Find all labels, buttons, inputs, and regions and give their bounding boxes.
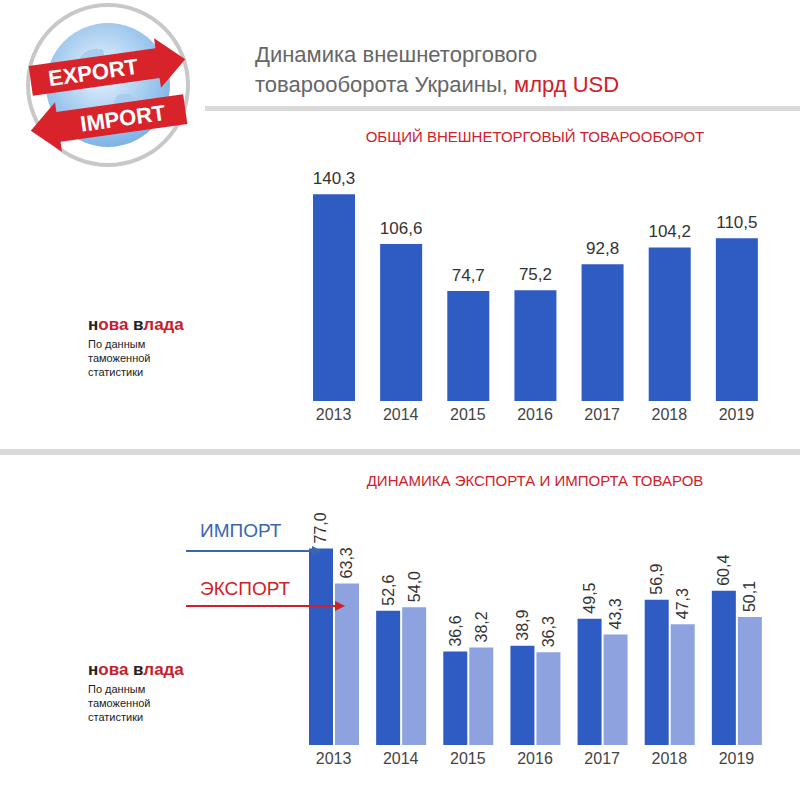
html-text:По данным таможенной статистик: По данным таможенной статистики (88, 683, 151, 723)
svg-text:74,7: 74,7 (452, 266, 485, 285)
html-text:н ова в лада: н ова в лада (88, 660, 184, 679)
svg-text:2014: 2014 (383, 406, 419, 423)
svg-text:54,0: 54,0 (406, 571, 423, 602)
svg-text:38,2: 38,2 (473, 611, 490, 642)
svg-text:56,9: 56,9 (648, 563, 665, 594)
svg-text:47,3: 47,3 (674, 588, 691, 619)
svg-text:49,5: 49,5 (581, 582, 598, 613)
svg-text:140,3: 140,3 (313, 169, 356, 188)
svg-text:60,4: 60,4 (715, 555, 732, 586)
svg-text:2013: 2013 (316, 750, 352, 767)
svg-text:2018: 2018 (651, 750, 687, 767)
html-text:ЭКСПОРТ: ЭКСПОРТ (200, 578, 291, 599)
svg-text:36,3: 36,3 (540, 616, 557, 647)
svg-text:106,6: 106,6 (380, 219, 423, 238)
html-text:ОБЩИЙ ВНЕШНЕТОРГОВЫЙ ТОВАРООБО: ОБЩИЙ ВНЕШНЕТОРГОВЫЙ ТОВАРООБОРОТ (365, 128, 705, 145)
svg-text:2016: 2016 (517, 750, 553, 767)
svg-text:2019: 2019 (719, 750, 755, 767)
svg-text:2019: 2019 (719, 406, 755, 423)
svg-text:104,2: 104,2 (648, 222, 691, 241)
svg-text:IMPORT: IMPORT (79, 100, 168, 137)
svg-text:92,8: 92,8 (586, 239, 619, 258)
svg-text:36,6: 36,6 (447, 615, 464, 646)
svg-text:EXPORT: EXPORT (47, 54, 141, 91)
svg-text:2015: 2015 (450, 406, 486, 423)
svg-text:38,9: 38,9 (514, 609, 531, 640)
html-text:н ова в лада: н ова в лада (88, 315, 184, 334)
svg-text:2017: 2017 (584, 750, 620, 767)
html-text:Динамика внешнеторгового товар: Динамика внешнеторгового товарооборота У… (255, 42, 620, 97)
svg-text:2013: 2013 (316, 406, 352, 423)
svg-text:77,0: 77,0 (313, 512, 330, 543)
svg-text:43,3: 43,3 (607, 598, 624, 629)
svg-text:2017: 2017 (584, 406, 620, 423)
svg-text:50,1: 50,1 (741, 581, 758, 612)
html-text:По данным таможенной статистик: По данным таможенной статистики (88, 338, 151, 378)
html-text:ИМПОРТ: ИМПОРТ (200, 520, 282, 541)
svg-text:2018: 2018 (651, 406, 687, 423)
svg-text:2014: 2014 (383, 750, 419, 767)
svg-text:52,6: 52,6 (380, 574, 397, 605)
svg-text:75,2: 75,2 (519, 265, 552, 284)
svg-text:2016: 2016 (517, 406, 553, 423)
html-text:ДИНАМИКА ЭКСПОРТА И ИМПОРТА ТО: ДИНАМИКА ЭКСПОРТА И ИМПОРТА ТОВАРОВ (366, 472, 704, 489)
svg-text:63,3: 63,3 (339, 547, 356, 578)
svg-text:110,5: 110,5 (716, 213, 757, 232)
svg-text:2015: 2015 (450, 750, 486, 767)
